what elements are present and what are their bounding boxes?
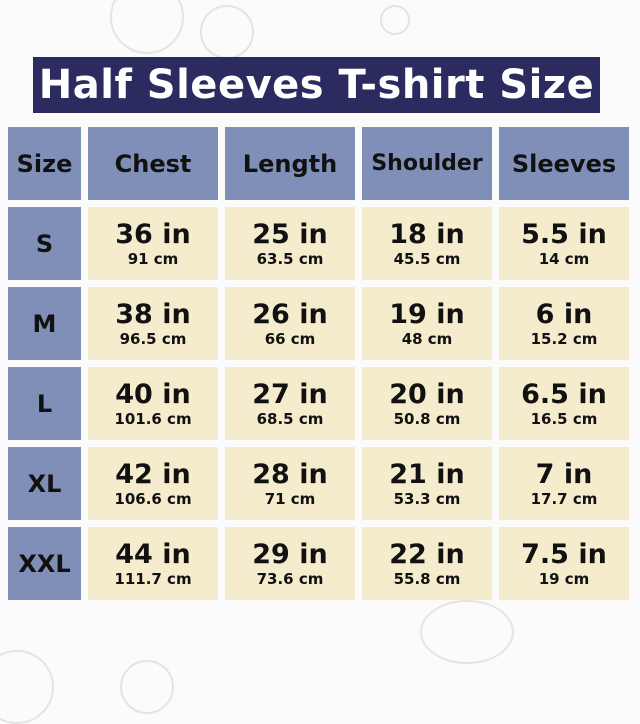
header-size: Size: [8, 127, 81, 200]
value-inches: 7 in: [535, 458, 593, 490]
cell-length: 27 in 68.5 cm: [225, 367, 355, 440]
value-inches: 22 in: [389, 538, 465, 570]
value-inches: 28 in: [252, 458, 328, 490]
value-cm: 106.6 cm: [114, 489, 192, 508]
cell-sleeves: 6 in 15.2 cm: [499, 287, 629, 360]
size-label: XXL: [8, 527, 81, 600]
size-label: S: [8, 207, 81, 280]
header-shoulder: Shoulder: [362, 127, 492, 200]
button-doodle: [380, 5, 410, 35]
cell-length: 26 in 66 cm: [225, 287, 355, 360]
value-inches: 36 in: [115, 218, 191, 250]
cell-chest: 44 in 111.7 cm: [88, 527, 218, 600]
value-cm: 96.5 cm: [119, 329, 187, 348]
value-cm: 53.3 cm: [393, 489, 461, 508]
value-inches: 42 in: [115, 458, 191, 490]
cell-sleeves: 5.5 in 14 cm: [499, 207, 629, 280]
value-inches: 26 in: [252, 298, 328, 330]
value-cm: 55.8 cm: [393, 569, 461, 588]
yarn-ball-doodle: [0, 650, 54, 724]
size-label: M: [8, 287, 81, 360]
cell-length: 25 in 63.5 cm: [225, 207, 355, 280]
value-inches: 27 in: [252, 378, 328, 410]
header-chest: Chest: [88, 127, 218, 200]
value-inches: 19 in: [389, 298, 465, 330]
value-inches: 40 in: [115, 378, 191, 410]
cell-shoulder: 22 in 55.8 cm: [362, 527, 492, 600]
value-cm: 16.5 cm: [530, 409, 598, 428]
value-cm: 66 cm: [264, 329, 316, 348]
value-cm: 71 cm: [264, 489, 316, 508]
value-inches: 20 in: [389, 378, 465, 410]
page-title: Half Sleeves T-shirt Size: [33, 57, 600, 113]
yarn-ball-doodle: [200, 5, 254, 59]
cell-sleeves: 7.5 in 19 cm: [499, 527, 629, 600]
cell-sleeves: 7 in 17.7 cm: [499, 447, 629, 520]
cell-length: 28 in 71 cm: [225, 447, 355, 520]
value-cm: 111.7 cm: [114, 569, 192, 588]
value-cm: 73.6 cm: [256, 569, 324, 588]
value-cm: 15.2 cm: [530, 329, 598, 348]
yarn-ball-doodle: [120, 660, 174, 714]
cell-chest: 36 in 91 cm: [88, 207, 218, 280]
size-label: XL: [8, 447, 81, 520]
cell-shoulder: 18 in 45.5 cm: [362, 207, 492, 280]
value-inches: 5.5 in: [521, 218, 607, 250]
value-cm: 14 cm: [538, 249, 590, 268]
value-cm: 45.5 cm: [393, 249, 461, 268]
cell-shoulder: 21 in 53.3 cm: [362, 447, 492, 520]
cell-shoulder: 20 in 50.8 cm: [362, 367, 492, 440]
value-inches: 18 in: [389, 218, 465, 250]
value-inches: 29 in: [252, 538, 328, 570]
cell-length: 29 in 73.6 cm: [225, 527, 355, 600]
cell-sleeves: 6.5 in 16.5 cm: [499, 367, 629, 440]
value-cm: 101.6 cm: [114, 409, 192, 428]
cell-shoulder: 19 in 48 cm: [362, 287, 492, 360]
value-inches: 25 in: [252, 218, 328, 250]
size-table: Size Chest Length Shoulder Sleeves S 36 in 91 c…: [8, 127, 629, 600]
size-label: L: [8, 367, 81, 440]
cell-chest: 42 in 106.6 cm: [88, 447, 218, 520]
cell-chest: 40 in 101.6 cm: [88, 367, 218, 440]
value-cm: 91 cm: [127, 249, 179, 268]
cell-chest: 38 in 96.5 cm: [88, 287, 218, 360]
value-cm: 50.8 cm: [393, 409, 461, 428]
value-inches: 6.5 in: [521, 378, 607, 410]
yarn-ball-doodle: [110, 0, 184, 54]
header-length: Length: [225, 127, 355, 200]
value-inches: 44 in: [115, 538, 191, 570]
value-cm: 48 cm: [401, 329, 453, 348]
value-inches: 6 in: [535, 298, 593, 330]
value-cm: 17.7 cm: [530, 489, 598, 508]
value-inches: 21 in: [389, 458, 465, 490]
value-cm: 63.5 cm: [256, 249, 324, 268]
sheep-doodle: [420, 600, 514, 664]
header-sleeves: Sleeves: [499, 127, 629, 200]
value-cm: 19 cm: [538, 569, 590, 588]
value-inches: 38 in: [115, 298, 191, 330]
value-cm: 68.5 cm: [256, 409, 324, 428]
value-inches: 7.5 in: [521, 538, 607, 570]
